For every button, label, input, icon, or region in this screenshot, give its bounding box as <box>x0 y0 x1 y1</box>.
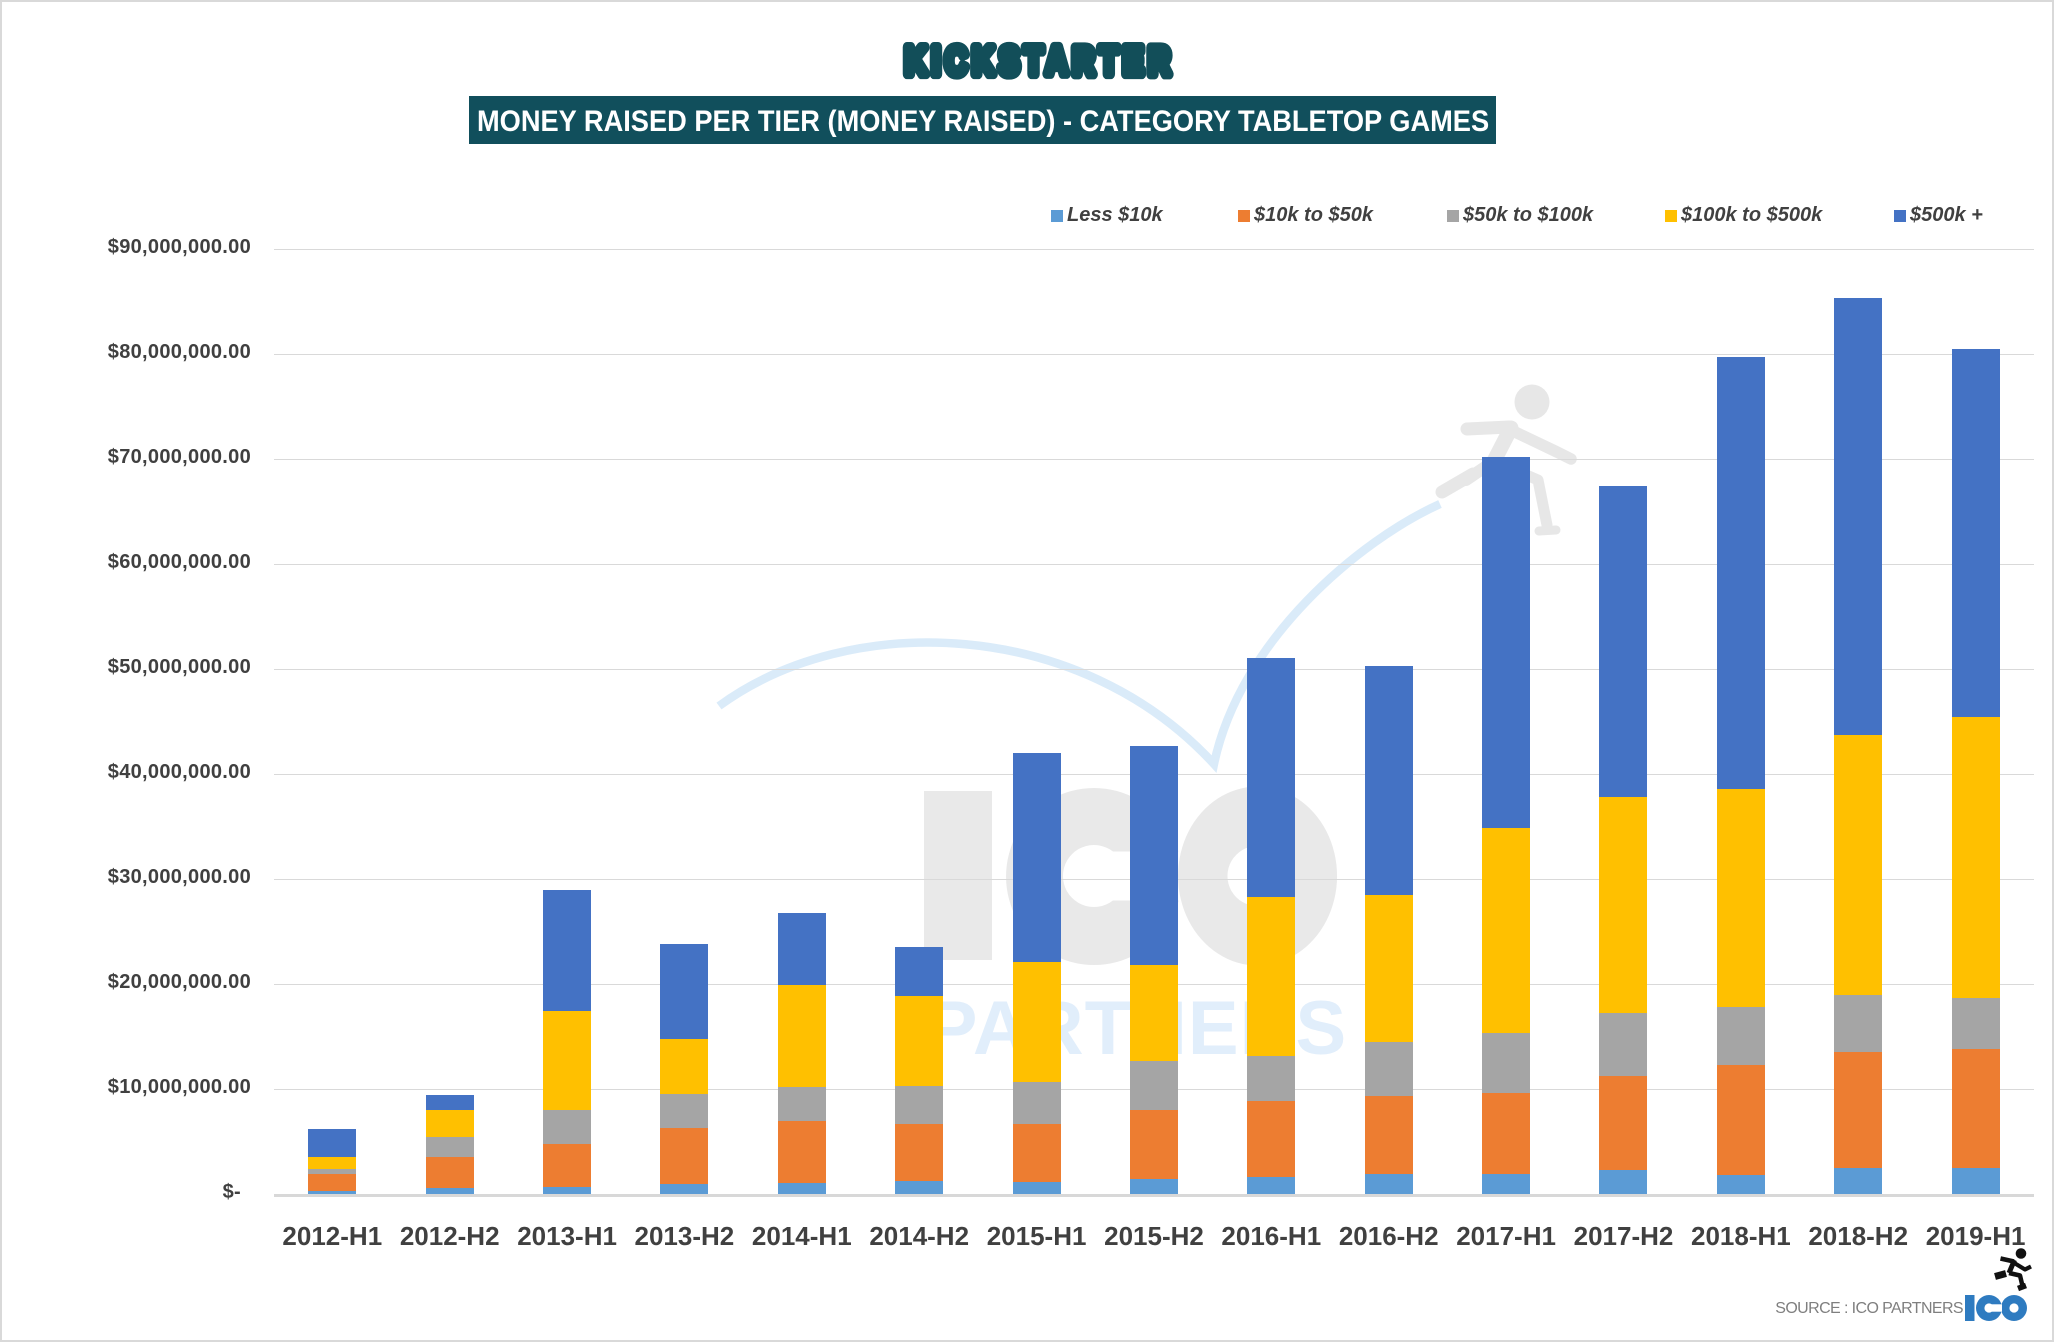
svg-text:KICKSTARTER: KICKSTARTER <box>905 39 1175 82</box>
